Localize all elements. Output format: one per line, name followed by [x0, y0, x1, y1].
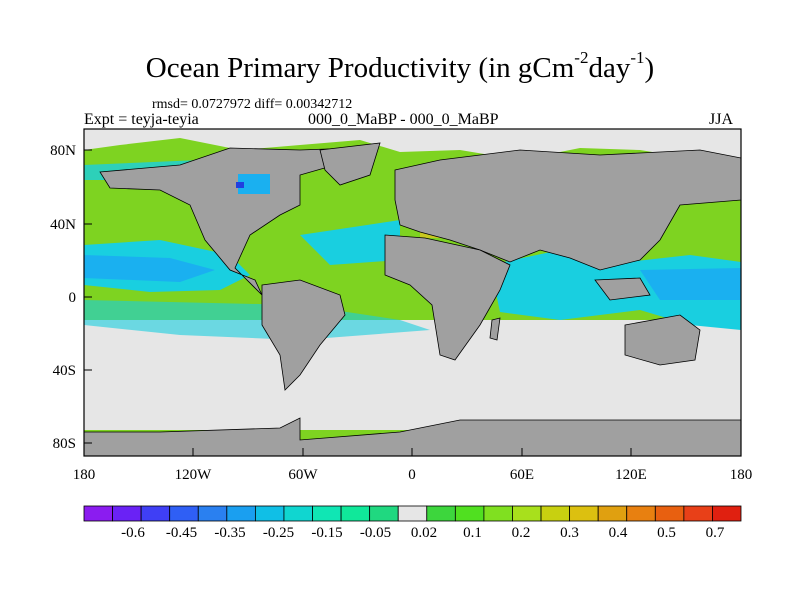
arctic-neutral	[84, 129, 741, 160]
colorbar-box	[397, 505, 428, 522]
x-tick-60w: 60W	[288, 467, 318, 483]
colorbar-box	[483, 505, 513, 522]
colorbar-label: 0.5	[657, 525, 676, 541]
colorbar-box	[569, 505, 599, 522]
x-tick-180e: 180	[730, 467, 753, 483]
colorbar-label: 0.02	[411, 525, 437, 541]
colorbar-label: -0.35	[214, 525, 245, 541]
colorbar-box	[654, 505, 685, 522]
colorbar-label: -0.05	[360, 525, 391, 541]
hudson-bay-anomaly-core	[236, 182, 244, 188]
south-pacific-anomaly	[84, 300, 430, 340]
y-tick-80n: 80N	[50, 143, 76, 159]
colorbar-box	[283, 505, 313, 522]
y-tick-80s: 80S	[53, 436, 76, 452]
colorbar-box	[112, 505, 142, 522]
pacific-east-anomaly-core	[84, 255, 215, 282]
colorbar-box	[254, 505, 285, 522]
colorbar-box	[226, 505, 256, 522]
colorbar-label: -0.15	[311, 525, 342, 541]
colorbar-labels: -0.6 -0.45 -0.35 -0.25 -0.15 -0.05 0.02 0.1 0.2 0…	[121, 525, 725, 541]
colorbar-box	[197, 505, 228, 522]
colorbar-label: -0.6	[121, 525, 145, 541]
colorbar-label: -0.45	[166, 525, 197, 541]
colorbar-box	[169, 505, 199, 522]
colorbar-label: -0.25	[263, 525, 294, 541]
colorbar-box	[312, 505, 342, 522]
title-end: )	[644, 52, 655, 84]
runs-label: 000_0_MaBP - 000_0_MaBP	[308, 111, 499, 128]
title-exp2: -1	[630, 48, 645, 67]
title-mid: day	[588, 52, 631, 84]
colorbar-box	[712, 505, 742, 522]
atlantic-anomaly	[300, 220, 400, 265]
y-tick-40n: 40N	[50, 217, 76, 233]
colorbar-box	[512, 505, 542, 522]
experiment-label: Expt = teyja-teyia	[84, 111, 199, 128]
x-tick-180w: 180	[73, 467, 96, 483]
x-tick-60e: 60E	[510, 467, 534, 483]
y-tick-40s: 40S	[53, 363, 76, 379]
colorbar-box	[454, 505, 485, 522]
colorbar-label: 0.2	[512, 525, 531, 541]
x-tick-120w: 120W	[175, 467, 213, 483]
colorbar-label: 0.3	[560, 525, 579, 541]
colorbar-box	[626, 505, 656, 522]
stats-text: rmsd= 0.0727972 diff= 0.00342712	[152, 97, 353, 112]
west-pacific-anomaly-core	[640, 268, 741, 300]
land-masses	[84, 142, 741, 456]
colorbar-label: 0.4	[609, 525, 628, 541]
colorbar-box	[140, 505, 171, 522]
plot-title: Ocean Primary Productivity (in gCm-2day-…	[0, 49, 800, 85]
season-label: JJA	[709, 111, 734, 128]
colorbar-box	[83, 505, 113, 522]
axis-ticks	[83, 149, 742, 456]
title-exp1: -2	[574, 48, 589, 67]
title-main: Ocean Primary Productivity (in gCm	[145, 52, 575, 84]
colorbar-box	[426, 505, 456, 522]
x-tick-0: 0	[408, 467, 416, 483]
colorbar-label: 0.7	[706, 525, 725, 541]
colorbar-box	[597, 505, 628, 522]
colorbar-box	[340, 505, 371, 522]
x-tick-120e: 120E	[615, 467, 647, 483]
colorbar-boxes	[83, 505, 742, 522]
colorbar-label: 0.1	[463, 525, 482, 541]
y-tick-0: 0	[69, 290, 77, 306]
hudson-bay-anomaly	[238, 174, 270, 194]
colorbar-box	[369, 505, 399, 522]
colorbar-box	[540, 505, 571, 522]
colorbar-box	[683, 505, 713, 522]
